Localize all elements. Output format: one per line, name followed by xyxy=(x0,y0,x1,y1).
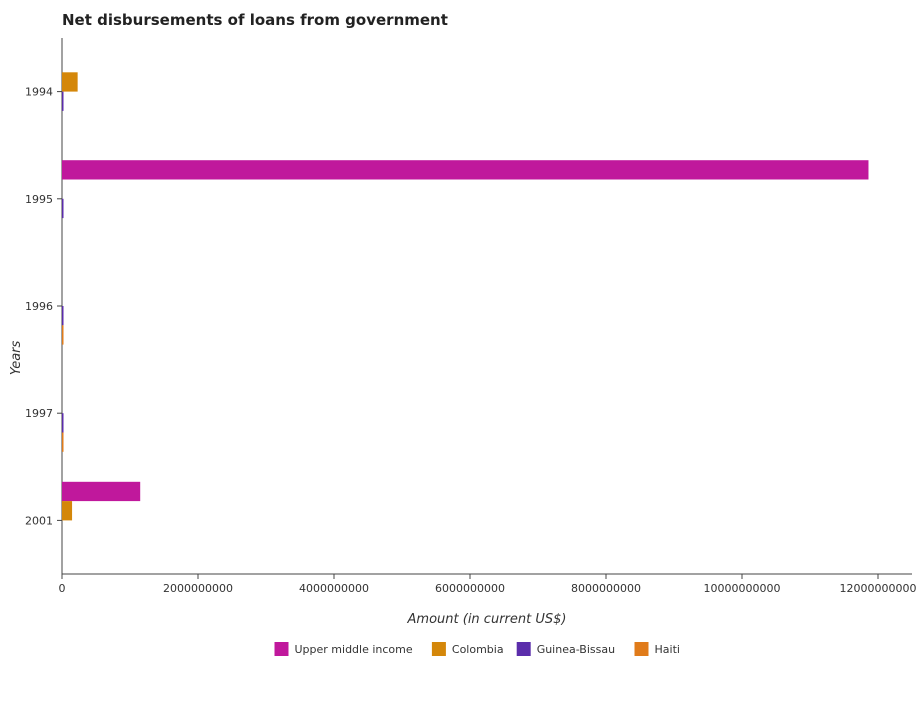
y-axis-label: Years xyxy=(9,340,24,375)
legend-item: Colombia xyxy=(431,642,504,656)
legend: Upper middle income Colombia Guinea-Bissau… xyxy=(274,642,680,656)
y-tick-label: 1994 xyxy=(25,86,53,99)
x-tick-label: 4000000000 xyxy=(299,582,369,595)
y-tick-label: 1995 xyxy=(25,193,53,206)
y-tick-label: 2001 xyxy=(25,514,53,527)
x-tick-label: 8000000000 xyxy=(571,582,641,595)
bar xyxy=(62,160,869,180)
x-tick-label: 2000000000 xyxy=(163,582,233,595)
legend-label: Haiti xyxy=(655,643,680,656)
legend-swatch xyxy=(516,642,531,656)
legend-item: Upper middle income xyxy=(274,642,413,656)
bar xyxy=(62,198,64,219)
chart-title: Net disbursements of loans from governme… xyxy=(62,11,448,29)
legend-swatch xyxy=(431,642,446,656)
legend-item: Haiti xyxy=(634,642,680,656)
legend-label: Upper middle income xyxy=(295,643,413,656)
legend-label: Guinea-Bissau xyxy=(537,643,615,656)
bar xyxy=(62,72,78,92)
bar xyxy=(62,413,64,433)
x-tick-label: 10000000000 xyxy=(704,582,781,595)
legend-swatch xyxy=(634,642,649,656)
plot-area: 0 2000000000 4000000000 6000000000 800000000… xyxy=(25,38,916,595)
x-tick-label: 12000000000 xyxy=(840,582,917,595)
x-tick-label: 6000000000 xyxy=(435,582,505,595)
bar xyxy=(62,432,64,452)
y-tick-label: 1996 xyxy=(25,300,53,313)
y-tick-label: 1997 xyxy=(25,407,53,420)
bar xyxy=(62,325,64,345)
bar xyxy=(62,91,64,111)
x-tick-label: 0 xyxy=(59,582,66,595)
x-axis-label: Amount (in current US$) xyxy=(407,612,567,627)
bar xyxy=(62,501,73,521)
legend-item: Guinea-Bissau xyxy=(516,642,615,656)
bar xyxy=(62,481,141,502)
bar xyxy=(62,306,64,326)
legend-label: Colombia xyxy=(452,643,504,656)
legend-swatch xyxy=(274,642,289,656)
